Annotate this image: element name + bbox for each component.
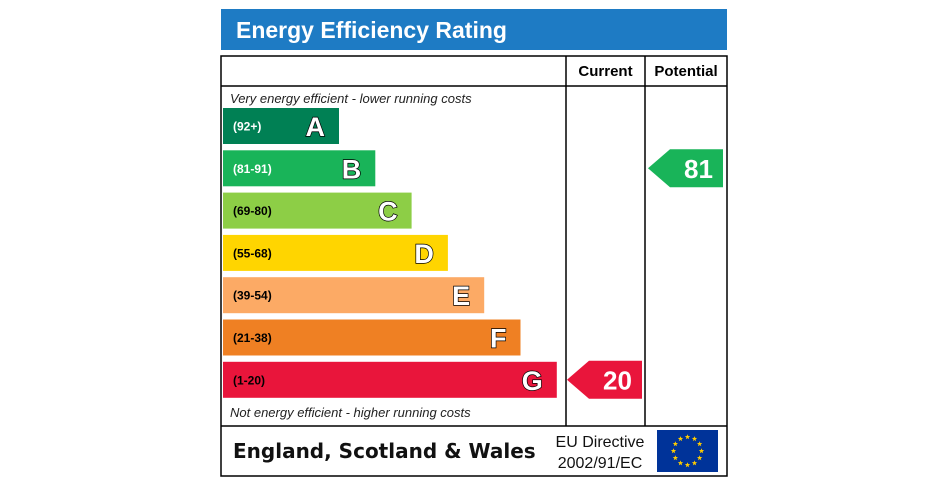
eu-star-icon bbox=[696, 455, 703, 461]
eu-star-icon bbox=[684, 434, 691, 440]
eu-star-icon bbox=[677, 460, 684, 466]
band-e-letter: E bbox=[452, 281, 470, 311]
band-g-range: (1-20) bbox=[233, 373, 265, 387]
band-g-bar bbox=[223, 361, 557, 398]
band-a-letter: A bbox=[306, 112, 326, 142]
eu-star-icon bbox=[672, 455, 679, 461]
rating-bands: (92+) A (81-91) B (69-80) C (55-68) D (39-54) E (2… bbox=[223, 108, 557, 398]
band-d-letter: D bbox=[414, 239, 434, 269]
band-e-range: (39-54) bbox=[233, 289, 272, 303]
eu-star-icon bbox=[672, 441, 679, 447]
current-score: 20 bbox=[603, 365, 632, 395]
eu-star-icon bbox=[696, 441, 703, 447]
eu-star-icon bbox=[677, 436, 684, 442]
potential-column-header: Potential bbox=[654, 63, 717, 80]
eu-directive-line1: EU Directive bbox=[556, 434, 645, 451]
eu-flag-icon bbox=[657, 430, 718, 472]
band-b-bar bbox=[223, 150, 376, 187]
band-g-letter: G bbox=[522, 366, 543, 396]
current-column-header: Current bbox=[578, 63, 632, 80]
band-c-letter: C bbox=[378, 197, 398, 227]
band-d-bar bbox=[223, 234, 448, 271]
band-f-letter: F bbox=[490, 324, 507, 354]
eu-star-icon bbox=[691, 436, 698, 442]
band-f-range: (21-38) bbox=[233, 331, 272, 345]
band-a-range: (92+) bbox=[233, 120, 261, 134]
band-f-bar bbox=[223, 319, 521, 356]
top-note: Very energy efficient - lower running co… bbox=[230, 91, 472, 106]
current-arrow bbox=[567, 360, 642, 399]
band-c-range: (69-80) bbox=[233, 204, 272, 218]
band-e-bar bbox=[223, 277, 485, 314]
bottom-note: Not energy efficient - higher running co… bbox=[230, 405, 471, 420]
title-bar bbox=[221, 9, 727, 50]
chart-title: Energy Efficiency Rating bbox=[236, 17, 507, 43]
band-c-bar bbox=[223, 192, 412, 229]
eu-star-icon bbox=[684, 462, 691, 468]
eu-star-icon bbox=[691, 460, 698, 466]
eu-directive-line2: 2002/91/EC bbox=[558, 455, 643, 472]
eu-star-icon bbox=[698, 448, 705, 454]
potential-arrow bbox=[648, 149, 723, 188]
footer-region: England, Scotland & Wales bbox=[233, 439, 536, 463]
band-a-bar bbox=[223, 108, 339, 144]
band-d-range: (55-68) bbox=[233, 246, 272, 260]
band-b-letter: B bbox=[342, 154, 362, 184]
eu-star-icon bbox=[670, 448, 677, 454]
band-b-range: (81-91) bbox=[233, 162, 272, 176]
potential-score: 81 bbox=[684, 154, 713, 184]
